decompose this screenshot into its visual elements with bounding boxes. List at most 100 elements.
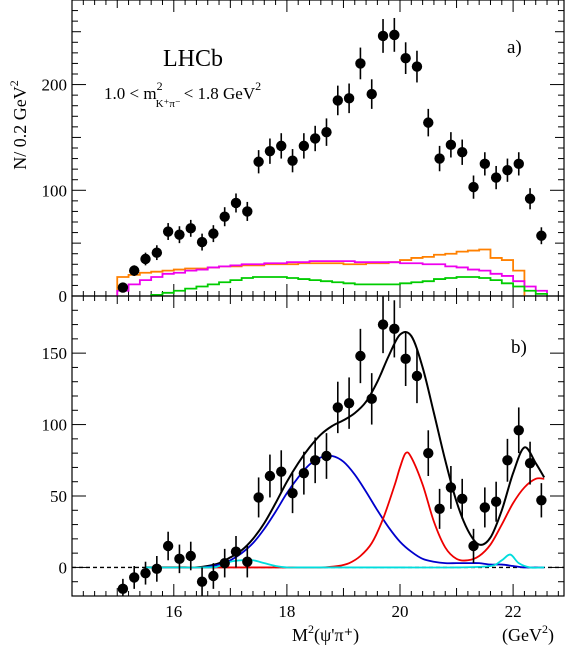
- series-green-a: [150, 276, 548, 296]
- point-marker: [490, 496, 502, 507]
- data-point: [253, 477, 264, 518]
- point-marker: [151, 247, 163, 258]
- point-marker: [400, 52, 411, 64]
- data-point: [276, 450, 287, 494]
- point-marker: [117, 282, 129, 293]
- data-point: [366, 79, 377, 109]
- point-marker: [332, 402, 343, 413]
- point-marker: [490, 172, 502, 183]
- point-marker: [253, 156, 264, 167]
- data-point: [343, 83, 355, 114]
- data-point: [162, 531, 174, 561]
- point-marker: [208, 228, 219, 239]
- data-point: [468, 175, 479, 199]
- point-marker: [389, 323, 400, 335]
- data-point: [513, 152, 524, 176]
- data-point: [524, 188, 536, 210]
- data-point: [355, 328, 366, 384]
- data-point: [490, 481, 502, 522]
- point-marker: [457, 147, 468, 158]
- point-marker: [434, 503, 445, 515]
- point-marker: [230, 197, 242, 209]
- point-marker: [423, 447, 434, 459]
- data-point: [242, 201, 253, 221]
- point-marker: [343, 93, 355, 104]
- cut-label: 1.0 < m2 K⁺π⁻< 1.8 GeV2: [104, 79, 261, 110]
- data-point: [230, 193, 242, 213]
- data-point: [513, 407, 524, 454]
- data-point: [423, 108, 434, 137]
- point-marker: [377, 319, 389, 330]
- data-point: [151, 245, 163, 261]
- data-point: [321, 433, 332, 479]
- point-marker: [468, 540, 479, 552]
- data-point: [536, 227, 547, 245]
- point-marker: [242, 556, 253, 567]
- data-point: [276, 133, 287, 159]
- data-point: [445, 466, 457, 509]
- point-marker: [162, 226, 174, 237]
- data-point: [174, 226, 185, 244]
- point-marker: [411, 61, 423, 72]
- point-marker: [423, 117, 434, 128]
- y-tick-label: 100: [42, 181, 68, 200]
- point-marker: [208, 570, 219, 582]
- data-point: [321, 118, 332, 146]
- x-tick-label: 16: [165, 602, 182, 621]
- point-marker: [140, 567, 151, 579]
- data-point: [196, 567, 208, 596]
- point-marker: [287, 487, 298, 499]
- point-marker: [230, 546, 242, 557]
- data-point: [208, 225, 219, 243]
- point-marker: [332, 95, 343, 106]
- panel-b-ticks: 0 50 100 150 16 18 20 22: [42, 295, 564, 621]
- point-marker: [242, 206, 253, 217]
- point-marker: [276, 140, 287, 152]
- point-marker: [219, 211, 230, 222]
- point-marker: [502, 165, 513, 176]
- point-marker: [321, 126, 332, 138]
- data-point: [400, 331, 411, 386]
- x-axis-label: M2(ψ'π⁺): [292, 622, 359, 646]
- data-point: [140, 561, 151, 585]
- series-total-b: [145, 330, 546, 569]
- point-marker: [185, 550, 196, 562]
- point-marker: [434, 153, 445, 164]
- point-marker: [129, 265, 140, 276]
- data-point: [185, 541, 196, 571]
- panel-b-points: [117, 296, 547, 596]
- data-point: [355, 47, 366, 80]
- point-marker: [389, 29, 400, 41]
- series-red-b: [145, 451, 545, 569]
- data-point: [242, 546, 253, 578]
- point-marker: [309, 133, 321, 144]
- y-tick-label: 0: [59, 287, 68, 306]
- series-orange-a: [116, 248, 526, 296]
- y-tick-label: 200: [42, 76, 68, 95]
- point-marker: [140, 253, 151, 265]
- y-axis-label: N/ 0.2 GeV2: [7, 80, 30, 170]
- data-point: [219, 207, 230, 227]
- data-point: [219, 548, 230, 578]
- panel-a-ticks: 0 100 200: [42, 0, 564, 306]
- point-marker: [196, 236, 208, 248]
- data-point: [174, 544, 185, 574]
- point-marker: [276, 466, 287, 477]
- data-point: [117, 578, 129, 596]
- x-tick-label: 18: [278, 602, 295, 621]
- point-marker: [524, 193, 536, 204]
- panel-a: 0 100 200 a) LHCb 1.0 < m2 K⁺π⁻< 1.8 GeV2 N…: [7, 0, 565, 306]
- point-marker: [502, 455, 513, 466]
- data-point: [377, 19, 389, 53]
- data-point: [479, 487, 491, 528]
- point-marker: [174, 229, 185, 240]
- panel-b-label: b): [511, 337, 527, 358]
- y-tick-label: 150: [42, 344, 68, 363]
- data-point: [502, 158, 513, 182]
- point-marker: [343, 397, 355, 409]
- point-marker: [479, 502, 491, 513]
- data-point: [208, 563, 219, 589]
- panel-b: 0 50 100 150 16 18 20 22 b) M2(ψ'π⁺) (GeV2): [42, 295, 565, 646]
- point-marker: [219, 557, 230, 569]
